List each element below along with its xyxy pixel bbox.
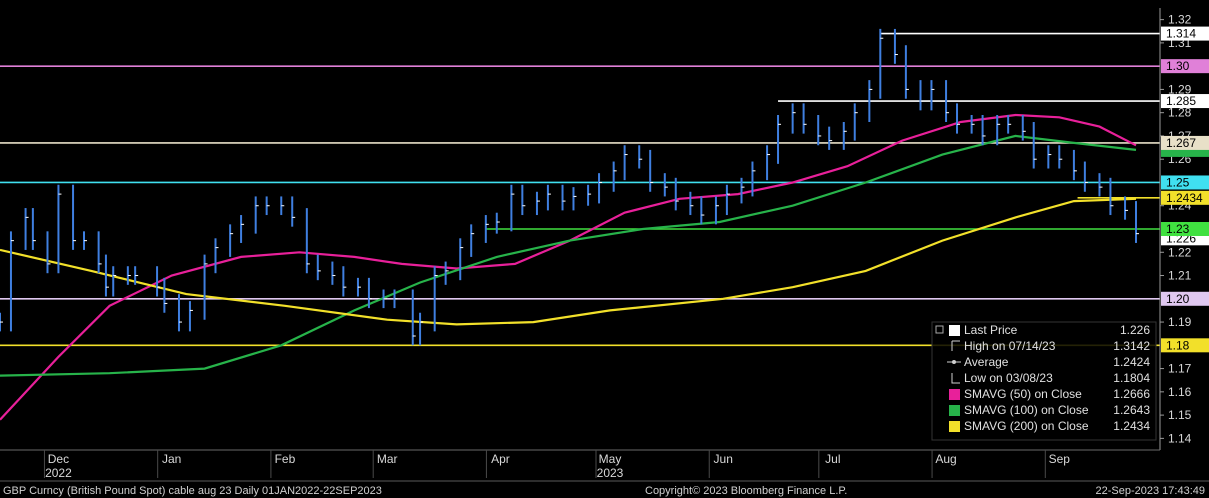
x-tick-year: 2023 bbox=[597, 466, 624, 480]
legend-value: 1.2434 bbox=[1113, 419, 1150, 433]
axis-tag bbox=[1161, 222, 1209, 236]
legend-toggle-icon bbox=[935, 325, 944, 334]
axis-tag bbox=[1161, 291, 1209, 306]
legend-label: SMAVG (50) on Close bbox=[964, 387, 1082, 401]
axis-tag bbox=[1161, 135, 1209, 150]
high-marker-icon bbox=[951, 340, 960, 351]
axis-tag-label: 1.25 bbox=[1166, 175, 1190, 189]
axis-tag-label: 1.18 bbox=[1166, 338, 1190, 352]
y-tick-label: 1.14 bbox=[1168, 431, 1192, 445]
legend-label: SMAVG (200) on Close bbox=[964, 419, 1089, 433]
moving-averages bbox=[0, 113, 1137, 421]
x-tick-label: Feb bbox=[275, 452, 296, 466]
low-marker-icon bbox=[951, 373, 960, 384]
legend-swatch bbox=[949, 405, 960, 416]
y-tick-label: 1.15 bbox=[1168, 408, 1192, 422]
legend-box bbox=[931, 321, 1157, 441]
y-tick-label: 1.19 bbox=[1168, 315, 1192, 329]
legend-value: 1.3142 bbox=[1113, 339, 1150, 353]
axis-tag bbox=[1161, 338, 1209, 353]
legend-label: Last Price bbox=[964, 323, 1018, 337]
axis-tag-label: 1.267 bbox=[1166, 136, 1196, 150]
legend-value: 1.2666 bbox=[1113, 387, 1150, 401]
legend-swatch bbox=[949, 389, 960, 400]
x-tick-label: May bbox=[599, 452, 622, 466]
x-tick-label: Sep bbox=[1049, 452, 1071, 466]
legend-swatch bbox=[949, 421, 960, 432]
legend-label: Low on 03/08/23 bbox=[964, 371, 1053, 385]
footer-left: GBP Curncy (British Pound Spot) cable au… bbox=[3, 485, 382, 497]
x-tick-label: Dec bbox=[48, 452, 69, 466]
footer-timestamp: 22-Sep-2023 17:43:49 bbox=[1096, 485, 1205, 497]
footer-copyright: Copyright© 2023 Bloomberg Finance L.P. bbox=[645, 485, 847, 497]
legend-value: 1.226 bbox=[1120, 323, 1150, 337]
x-tick-label: Jun bbox=[714, 452, 733, 466]
axis-tag-label: 1.20 bbox=[1166, 292, 1190, 306]
axis-tag-label: 1.2434 bbox=[1166, 191, 1203, 205]
legend-label: Average bbox=[964, 355, 1009, 369]
axis-tag bbox=[1161, 59, 1209, 74]
axis-tag bbox=[1161, 26, 1209, 41]
x-tick-label: Jul bbox=[825, 452, 840, 466]
x-tick-year: 2022 bbox=[45, 466, 72, 480]
price-series bbox=[0, 28, 1139, 346]
legend-value: 1.1804 bbox=[1113, 371, 1150, 385]
y-tick-label: 1.32 bbox=[1168, 13, 1192, 27]
y-tick-label: 1.21 bbox=[1168, 269, 1192, 283]
legend-swatch bbox=[949, 325, 960, 336]
legend-value: 1.2643 bbox=[1113, 403, 1150, 417]
sma-line bbox=[0, 134, 1137, 377]
axis-tag-label: 1.314 bbox=[1166, 27, 1196, 41]
axis-tag bbox=[1161, 175, 1209, 190]
legend-label: High on 07/14/23 bbox=[964, 339, 1056, 353]
y-tick-label: 1.16 bbox=[1168, 385, 1192, 399]
x-tick-label: Aug bbox=[935, 452, 956, 466]
legend-label: SMAVG (100) on Close bbox=[964, 403, 1089, 417]
axis-value-tags: 1.2261.3141.301.2851.2671.251.24341.231.… bbox=[1161, 26, 1209, 353]
y-tick-label: 1.29 bbox=[1168, 82, 1192, 96]
sma-line bbox=[0, 113, 1137, 421]
y-tick-label: 1.17 bbox=[1168, 362, 1192, 376]
y-tick-label: 1.22 bbox=[1168, 245, 1192, 259]
x-tick-label: Jan bbox=[162, 452, 181, 466]
x-tick-label: Apr bbox=[491, 452, 510, 466]
axis-tag-label: 1.285 bbox=[1166, 94, 1196, 108]
legend-value: 1.2424 bbox=[1113, 355, 1150, 369]
axis-tag-label: 1.23 bbox=[1166, 222, 1190, 236]
average-marker-dot bbox=[952, 360, 956, 364]
sma-line bbox=[0, 197, 1137, 326]
chart-legend: Last Price 1.226 High on 07/14/23 1.3142 Ave… bbox=[931, 321, 1157, 441]
axis-tag bbox=[1161, 94, 1209, 109]
y-tick-label: 1.28 bbox=[1168, 106, 1192, 120]
x-tick-label: Mar bbox=[377, 452, 398, 466]
axis-tag bbox=[1161, 190, 1209, 205]
axis-tag-label: 1.30 bbox=[1166, 59, 1190, 73]
